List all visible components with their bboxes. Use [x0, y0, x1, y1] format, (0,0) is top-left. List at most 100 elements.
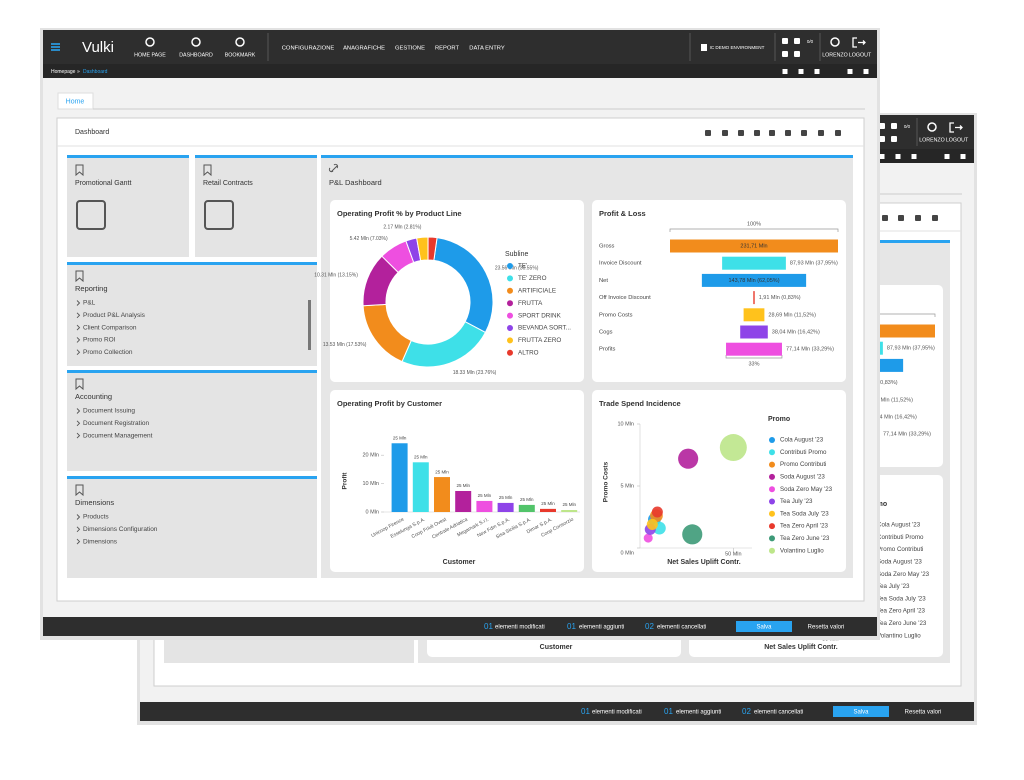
tile[interactable]: [67, 155, 189, 257]
toolbar-icon[interactable]: [879, 136, 885, 142]
logout[interactable]: LOGOUT: [849, 52, 872, 58]
legend-label[interactable]: TE': [518, 263, 527, 270]
menu-link[interactable]: Client Comparison: [83, 324, 137, 331]
tile[interactable]: [195, 155, 317, 257]
bar-icon[interactable]: [895, 154, 901, 159]
toolbar-icon[interactable]: [879, 123, 885, 129]
menu-link[interactable]: Promo Collection: [83, 349, 133, 356]
breadcrumb-item[interactable]: Homepage: [51, 69, 76, 75]
toolbar-icon[interactable]: [785, 130, 791, 136]
legend-label[interactable]: Soda August '23: [877, 559, 922, 566]
legend-label[interactable]: ALTRO: [518, 349, 539, 356]
legend-label[interactable]: Tea July '23: [877, 583, 910, 590]
legend-label[interactable]: Tea Zero June '23: [877, 620, 927, 627]
toolbar-icon[interactable]: [818, 130, 824, 136]
menu-link[interactable]: Document Issuing: [83, 408, 135, 415]
legend-label[interactable]: Volantino Luglio: [877, 632, 921, 639]
menu-item[interactable]: GESTIONE: [395, 46, 425, 52]
bar-icon[interactable]: [911, 154, 917, 159]
toolbar-icon[interactable]: [835, 130, 841, 136]
bar-icon[interactable]: [847, 69, 853, 74]
toolbar-icon[interactable]: [722, 130, 728, 136]
legend-label[interactable]: Tea Soda July '23: [877, 595, 926, 602]
save-button[interactable]: [833, 706, 889, 717]
bar-icon[interactable]: [863, 69, 869, 74]
menu-link[interactable]: Document Registration: [83, 420, 149, 427]
toolbar-icon[interactable]: [915, 215, 921, 221]
tile-title[interactable]: Retail Contracts: [203, 180, 253, 187]
toolbar-icon[interactable]: [769, 130, 775, 136]
legend-label[interactable]: Tea July '23: [780, 498, 813, 505]
toolbar-icon[interactable]: [705, 130, 711, 136]
legend-label[interactable]: Tea Zero June '23: [780, 535, 830, 542]
save-label[interactable]: Salva: [853, 710, 869, 716]
legend-label[interactable]: Promo Contributi: [780, 461, 826, 468]
toolbar-icon[interactable]: [754, 130, 760, 136]
nav-icon[interactable]: [145, 37, 155, 47]
legend-label[interactable]: Tea Soda July '23: [780, 510, 829, 517]
menu-item[interactable]: DATA ENTRY: [469, 46, 505, 52]
menu-link[interactable]: Dimensions Configuration: [83, 526, 158, 533]
shortcut-label[interactable]: DASHBOARD: [179, 52, 213, 58]
nav-icon[interactable]: [235, 37, 245, 47]
legend-label[interactable]: Soda Zero May '23: [877, 571, 930, 578]
toolbar-icon[interactable]: [794, 51, 800, 57]
reset-button[interactable]: Resetta valori: [808, 625, 845, 631]
toolbar-icon[interactable]: [738, 130, 744, 136]
tab[interactable]: [57, 92, 94, 110]
legend-label[interactable]: Cola August '23: [780, 437, 824, 444]
legend-label[interactable]: Contributi Promo: [877, 534, 924, 541]
menu-link[interactable]: Dimensions: [83, 538, 118, 545]
toolbar-icon[interactable]: [794, 38, 800, 44]
menu-link[interactable]: Product P&L Analysis: [83, 312, 146, 319]
bar-icon[interactable]: [798, 69, 804, 74]
bar-icon[interactable]: [960, 154, 966, 159]
legend-label[interactable]: BEVANDA SORT...: [518, 325, 571, 332]
tile-title[interactable]: Promotional Gantt: [75, 180, 131, 187]
legend-label[interactable]: TE' ZERO: [518, 275, 547, 282]
toolbar-icon[interactable]: [782, 51, 788, 57]
menu-link[interactable]: Promo ROI: [83, 337, 116, 344]
bar-icon[interactable]: [944, 154, 950, 159]
save-label[interactable]: Salva: [756, 625, 772, 631]
menu-item[interactable]: CONFIGURAZIONE: [282, 46, 335, 52]
nav-icon[interactable]: [191, 37, 201, 47]
legend-label[interactable]: Soda August '23: [780, 474, 825, 481]
menu-link[interactable]: P&L: [83, 300, 96, 307]
toolbar-icon[interactable]: [782, 38, 788, 44]
legend-label[interactable]: ARTIFICIALE: [518, 287, 556, 294]
save-button[interactable]: [736, 621, 792, 632]
legend-label[interactable]: Tea Zero April '23: [877, 608, 926, 615]
bar-icon[interactable]: [782, 69, 788, 74]
nav-icon[interactable]: [927, 122, 937, 132]
menu-link[interactable]: Document Management: [83, 432, 153, 439]
nav-icon[interactable]: [830, 37, 840, 47]
legend-label[interactable]: FRUTTA ZERO: [518, 337, 561, 344]
legend-label[interactable]: Tea Zero April '23: [780, 523, 829, 530]
legend-label[interactable]: Promo Contributi: [877, 546, 923, 553]
legend-label[interactable]: Volantino Luglio: [780, 547, 824, 554]
toolbar-icon[interactable]: [932, 215, 938, 221]
bar-icon[interactable]: [879, 154, 885, 159]
legend-label[interactable]: Soda Zero May '23: [780, 486, 833, 493]
shortcut-label[interactable]: BOOKMARK: [225, 52, 256, 58]
toolbar-icon[interactable]: [898, 215, 904, 221]
tab-label[interactable]: Home: [66, 98, 85, 105]
toolbar-icon[interactable]: [891, 136, 897, 142]
bar-icon[interactable]: [814, 69, 820, 74]
reset-button[interactable]: Resetta valori: [905, 710, 942, 716]
legend-label[interactable]: SPORT DRINK: [518, 312, 562, 319]
toolbar-icon[interactable]: [882, 215, 888, 221]
toolbar-icon[interactable]: [801, 130, 807, 136]
toolbar-icon[interactable]: [891, 123, 897, 129]
shortcut-label[interactable]: HOME PAGE: [134, 52, 166, 58]
legend-label[interactable]: Cola August '23: [877, 522, 921, 529]
menu-item[interactable]: ANAGRAFICHE: [343, 46, 385, 52]
logout[interactable]: LOGOUT: [946, 137, 969, 143]
user-name[interactable]: LORENZO: [822, 52, 848, 58]
legend-label[interactable]: Contributi Promo: [780, 449, 827, 456]
menu-link[interactable]: Products: [83, 514, 109, 521]
menu-item[interactable]: REPORT: [435, 46, 460, 52]
user-name[interactable]: LORENZO: [919, 137, 945, 143]
legend-label[interactable]: FRUTTA: [518, 300, 543, 307]
